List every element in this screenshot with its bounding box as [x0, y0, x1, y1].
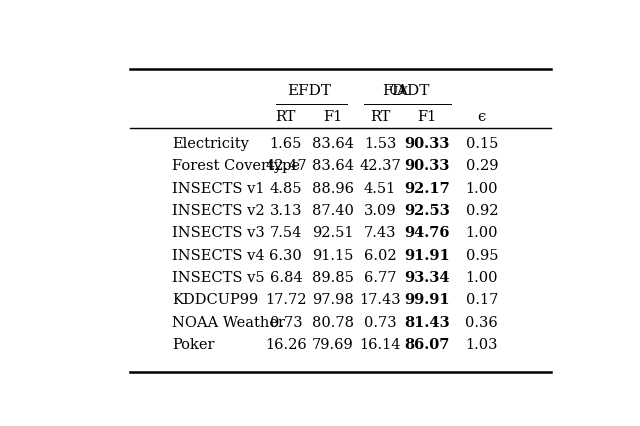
- Text: 16.26: 16.26: [265, 337, 307, 351]
- Text: INSECTS v2: INSECTS v2: [172, 204, 264, 218]
- Text: 92.51: 92.51: [312, 226, 354, 240]
- Text: EFDT: EFDT: [287, 83, 332, 98]
- Text: INSECTS v5: INSECTS v5: [172, 271, 264, 285]
- Text: 0.73: 0.73: [269, 315, 302, 329]
- Text: 80.78: 80.78: [312, 315, 354, 329]
- Text: 42.37: 42.37: [359, 159, 401, 173]
- Text: 4.51: 4.51: [364, 181, 396, 195]
- Text: 88.96: 88.96: [312, 181, 354, 195]
- Text: 94.76: 94.76: [404, 226, 450, 240]
- Text: 0.73: 0.73: [364, 315, 396, 329]
- Text: 7.43: 7.43: [364, 226, 396, 240]
- Text: 3.09: 3.09: [364, 204, 396, 218]
- Text: 83.64: 83.64: [312, 137, 354, 151]
- Text: 1.53: 1.53: [364, 137, 396, 151]
- Text: 87.40: 87.40: [312, 204, 354, 218]
- Text: RT: RT: [370, 110, 390, 124]
- Text: 99.91: 99.91: [404, 293, 450, 307]
- Text: 4.85: 4.85: [269, 181, 302, 195]
- Text: Poker: Poker: [172, 337, 214, 351]
- Text: 6.77: 6.77: [364, 271, 396, 285]
- Text: NOAA Weather: NOAA Weather: [172, 315, 285, 329]
- Text: 93.34: 93.34: [404, 271, 450, 285]
- Text: F: F: [383, 83, 393, 98]
- Text: 83.64: 83.64: [312, 159, 354, 173]
- Text: 92.53: 92.53: [404, 204, 450, 218]
- Text: 0.95: 0.95: [465, 248, 498, 262]
- Text: ϵ: ϵ: [477, 110, 486, 124]
- Text: U: U: [388, 86, 397, 95]
- Text: 1.03: 1.03: [465, 337, 498, 351]
- Text: RT: RT: [276, 110, 296, 124]
- Text: F1: F1: [417, 110, 437, 124]
- Text: 86.07: 86.07: [404, 337, 450, 351]
- Text: D: D: [392, 83, 404, 98]
- Text: INSECTS v4: INSECTS v4: [172, 248, 264, 262]
- Text: 81.43: 81.43: [404, 315, 450, 329]
- Text: 0.15: 0.15: [465, 137, 498, 151]
- Text: F1: F1: [323, 110, 342, 124]
- Text: 1.65: 1.65: [269, 137, 302, 151]
- Text: INSECTS v1: INSECTS v1: [172, 181, 264, 195]
- Text: 0.17: 0.17: [465, 293, 498, 307]
- Text: 17.72: 17.72: [265, 293, 307, 307]
- Text: 3.13: 3.13: [269, 204, 302, 218]
- Text: 6.02: 6.02: [364, 248, 396, 262]
- Text: ADT: ADT: [397, 83, 430, 98]
- Text: 16.14: 16.14: [359, 337, 401, 351]
- Text: INSECTS v3: INSECTS v3: [172, 226, 264, 240]
- Text: 91.91: 91.91: [404, 248, 450, 262]
- Text: 91.15: 91.15: [312, 248, 354, 262]
- Text: 90.33: 90.33: [404, 137, 450, 151]
- Text: Y: Y: [399, 86, 406, 95]
- Text: 97.98: 97.98: [312, 293, 354, 307]
- Text: 90.33: 90.33: [404, 159, 450, 173]
- Text: 1.00: 1.00: [465, 226, 498, 240]
- Text: 17.43: 17.43: [359, 293, 401, 307]
- Text: 1.00: 1.00: [465, 271, 498, 285]
- Text: 6.30: 6.30: [269, 248, 302, 262]
- Text: 0.92: 0.92: [465, 204, 498, 218]
- Text: 6.84: 6.84: [269, 271, 302, 285]
- Text: 89.85: 89.85: [312, 271, 354, 285]
- Text: KDDCUP99: KDDCUP99: [172, 293, 258, 307]
- Text: 42.47: 42.47: [265, 159, 307, 173]
- Text: Electricity: Electricity: [172, 137, 248, 151]
- Text: 0.29: 0.29: [465, 159, 498, 173]
- Text: Forest Covertype: Forest Covertype: [172, 159, 300, 173]
- Text: 92.17: 92.17: [404, 181, 450, 195]
- Text: 79.69: 79.69: [312, 337, 354, 351]
- Text: 0.36: 0.36: [465, 315, 498, 329]
- Text: 1.00: 1.00: [465, 181, 498, 195]
- Text: 7.54: 7.54: [269, 226, 302, 240]
